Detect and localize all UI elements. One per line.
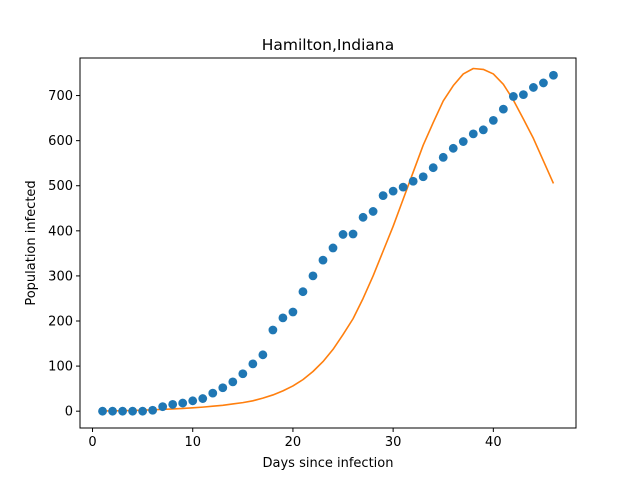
data-point <box>408 176 418 186</box>
data-point <box>498 104 508 114</box>
y-axis-label: Population infected <box>24 180 39 305</box>
data-point <box>448 143 458 153</box>
data-point <box>98 406 107 416</box>
plot-area <box>80 58 576 428</box>
data-point <box>228 377 238 387</box>
data-point <box>158 402 168 412</box>
data-point <box>248 359 258 369</box>
data-point <box>188 396 198 406</box>
data-point <box>508 92 518 101</box>
data-point <box>529 83 538 92</box>
data-point <box>218 383 228 393</box>
data-point <box>478 125 488 135</box>
data-point <box>238 369 248 379</box>
line-layer <box>102 67 555 412</box>
data-point <box>108 406 117 416</box>
data-point <box>268 325 278 335</box>
data-point <box>438 152 448 162</box>
points-layer <box>98 70 558 416</box>
data-point <box>278 313 288 323</box>
data-point <box>178 398 188 408</box>
data-point <box>328 243 338 253</box>
data-point <box>168 400 178 409</box>
y-tick-label: 300 <box>48 269 73 284</box>
data-point <box>549 70 558 80</box>
x-axis-label: Days since infection <box>263 456 394 471</box>
data-point <box>288 307 298 317</box>
data-point <box>458 137 468 146</box>
x-tick-label: 10 <box>184 435 201 450</box>
data-point <box>298 287 308 297</box>
data-point <box>368 207 378 216</box>
data-point <box>208 388 218 398</box>
data-point <box>198 394 208 403</box>
y-tick-label: 200 <box>48 315 73 330</box>
plot-frame <box>79 57 577 429</box>
data-point <box>348 229 358 239</box>
data-point <box>428 163 438 173</box>
data-point <box>488 115 498 125</box>
data-point <box>388 186 398 196</box>
data-point <box>338 230 348 239</box>
data-point <box>308 271 318 281</box>
data-point <box>398 182 408 192</box>
y-tick-label: 100 <box>48 360 73 375</box>
x-tick-label: 30 <box>385 435 402 450</box>
y-tick-label: 500 <box>48 179 73 194</box>
series-line <box>102 67 555 412</box>
data-point <box>468 129 478 139</box>
x-tick-label: 40 <box>485 435 502 450</box>
y-tick-label: 700 <box>48 89 73 104</box>
x-tick-label: 0 <box>88 435 96 450</box>
data-point <box>258 350 268 360</box>
data-point <box>128 406 138 416</box>
x-tick-label: 20 <box>285 435 302 450</box>
data-point <box>518 90 528 100</box>
data-point <box>118 406 127 416</box>
data-point <box>138 406 148 416</box>
y-tick-label: 600 <box>48 134 73 149</box>
data-point <box>318 255 328 265</box>
data-point <box>378 191 388 201</box>
data-point <box>358 212 368 222</box>
y-tick-label: 400 <box>48 224 73 239</box>
chart-title: Hamilton,Indiana <box>262 36 395 54</box>
data-point <box>539 78 548 88</box>
data-point <box>148 405 158 415</box>
y-tick-label: 0 <box>65 405 73 420</box>
data-point <box>418 172 428 182</box>
